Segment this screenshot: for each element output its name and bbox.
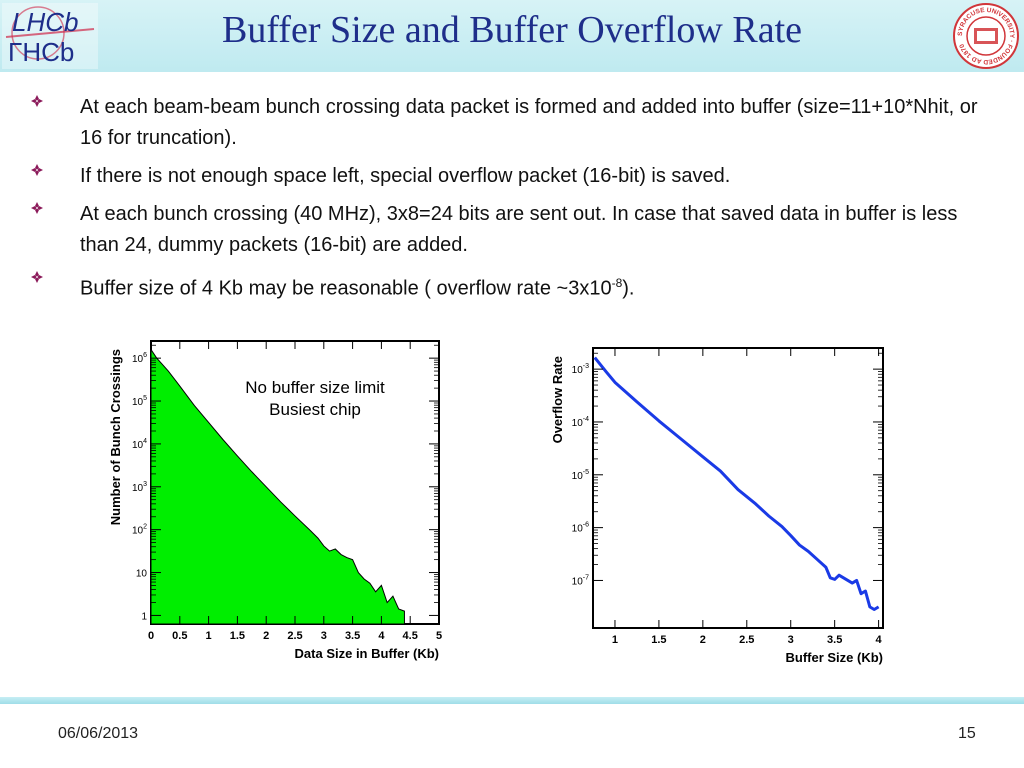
x-tick-label: 5 bbox=[436, 630, 442, 642]
bullet-text: At each bunch crossing (40 MHz), 3x8=24 … bbox=[80, 203, 958, 256]
y-tick-label: 10-6 bbox=[572, 522, 589, 535]
bullet-superscript: -8 bbox=[611, 276, 623, 290]
y-tick-label-exponent: -6 bbox=[583, 522, 589, 529]
y-tick-label-exponent: 6 bbox=[143, 352, 147, 359]
y-tick-label-base: 10 bbox=[132, 397, 144, 408]
bullet-text-end: ). bbox=[622, 277, 635, 300]
lhcb-logo-text: LHCb bbox=[12, 7, 78, 37]
x-axis-label: Data Size in Buffer (Kb) bbox=[295, 646, 439, 661]
y-tick-label-base: 1 bbox=[141, 611, 147, 622]
x-tick-label: 0 bbox=[148, 630, 154, 642]
y-tick-label-exponent: 4 bbox=[143, 438, 147, 445]
y-tick-label-base: 10 bbox=[132, 526, 144, 537]
x-tick-label: 0.5 bbox=[172, 630, 187, 642]
x-tick-label: 4 bbox=[378, 630, 385, 642]
x-tick-label: 3.5 bbox=[827, 634, 842, 646]
bullet-list: At each beam-beam bunch crossing data pa… bbox=[30, 92, 990, 312]
x-tick-label: 1 bbox=[206, 630, 212, 642]
y-tick-label: 10-3 bbox=[572, 363, 589, 376]
y-tick-label: 10-7 bbox=[572, 574, 589, 587]
bullet-item: If there is not enough space left, speci… bbox=[30, 161, 990, 192]
y-tick-label: 1 bbox=[141, 611, 147, 622]
y-tick-label-base: 10 bbox=[572, 471, 584, 482]
footer-date: 06/06/2013 bbox=[58, 725, 139, 742]
y-tick-label: 10-4 bbox=[572, 416, 589, 429]
bullet-item: Buffer size of 4 Kb may be reasonable ( … bbox=[30, 268, 990, 305]
y-tick-label: 10-5 bbox=[572, 469, 589, 482]
y-tick-label-exponent: 5 bbox=[143, 395, 147, 402]
x-tick-label: 1 bbox=[612, 634, 618, 646]
diamond-bullet-icon bbox=[31, 95, 43, 107]
y-tick-label-exponent: -4 bbox=[583, 416, 589, 423]
chart-annotation: Busiest chip bbox=[269, 400, 361, 419]
bullet-item: At each beam-beam bunch crossing data pa… bbox=[30, 92, 990, 154]
x-tick-label: 4.5 bbox=[403, 630, 418, 642]
x-tick-label: 2.5 bbox=[287, 630, 302, 642]
footer-bar bbox=[0, 697, 1024, 704]
y-tick-label-base: 10 bbox=[572, 576, 584, 587]
x-tick-label: 3 bbox=[321, 630, 327, 642]
y-tick-label-base: 10 bbox=[572, 418, 584, 429]
y-tick-label: 10 bbox=[136, 569, 148, 580]
y-tick-label-base: 10 bbox=[572, 524, 584, 535]
y-tick-label-exponent: -7 bbox=[583, 574, 589, 581]
x-tick-label: 1.5 bbox=[651, 634, 666, 646]
diamond-bullet-icon bbox=[31, 271, 43, 283]
bullet-text: Buffer size of 4 Kb may be reasonable ( … bbox=[80, 268, 990, 305]
overflow-rate-line bbox=[593, 356, 880, 612]
y-tick-label: 105 bbox=[132, 395, 147, 408]
page-number: 15 bbox=[958, 725, 976, 742]
y-tick-label: 104 bbox=[132, 438, 147, 451]
bullet-text: If there is not enough space left, speci… bbox=[80, 165, 731, 187]
y-tick-label-exponent: 3 bbox=[143, 481, 147, 488]
y-tick-label-exponent: -5 bbox=[583, 469, 589, 476]
y-tick-label-base: 10 bbox=[132, 483, 144, 494]
x-tick-label: 2 bbox=[700, 634, 706, 646]
y-tick-label-base: 10 bbox=[572, 365, 584, 376]
bullet-text-main: Buffer size of 4 Kb may be reasonable ( … bbox=[80, 277, 612, 300]
y-tick-label-base: 10 bbox=[132, 354, 144, 365]
y-axis-label: Overflow Rate bbox=[550, 356, 565, 443]
x-tick-label: 2 bbox=[263, 630, 269, 642]
x-tick-label: 1.5 bbox=[230, 630, 245, 642]
y-tick-label-base: 10 bbox=[132, 440, 144, 451]
x-tick-label: 4 bbox=[876, 634, 883, 646]
title-bar: LHCb ΓHCb Buffer Size and Buffer Overflo… bbox=[0, 0, 1024, 72]
y-tick-label: 106 bbox=[132, 352, 147, 365]
y-axis-label: Number of Bunch Crossings bbox=[108, 349, 123, 525]
x-tick-label: 3 bbox=[788, 634, 794, 646]
bullet-item: At each bunch crossing (40 MHz), 3x8=24 … bbox=[30, 199, 990, 261]
histogram-area bbox=[150, 347, 405, 625]
overflow-rate-chart: 1 1.5 2 2.5 3 3.5 410-710-610-510-410-3Buffer … bbox=[550, 347, 884, 665]
y-tick-label-exponent: 2 bbox=[143, 524, 147, 531]
y-tick-label-exponent: -3 bbox=[583, 363, 589, 370]
lhcb-logo: LHCb ΓHCb bbox=[2, 3, 98, 69]
x-axis-label: Buffer Size (Kb) bbox=[786, 650, 884, 665]
y-tick-label-base: 10 bbox=[136, 569, 148, 580]
page-title: Buffer Size and Buffer Overflow Rate bbox=[221, 9, 803, 51]
x-tick-label: 2.5 bbox=[739, 634, 754, 646]
diamond-bullet-icon bbox=[31, 202, 43, 214]
chart-annotation: No buffer size limit bbox=[245, 378, 385, 397]
lhcb-logo-text-mirror: ΓHCb bbox=[8, 37, 74, 67]
syracuse-university-seal: SYRACUSE UNIVERSITY · FOUNDED AD 1870 bbox=[953, 3, 1019, 69]
y-tick-label: 103 bbox=[132, 481, 147, 494]
x-tick-label: 3.5 bbox=[345, 630, 360, 642]
bullet-text: At each beam-beam bunch crossing data pa… bbox=[80, 96, 978, 149]
diamond-bullet-icon bbox=[31, 164, 43, 176]
bunch-crossings-histogram: 0 0.5 1 1.5 2 2.5 3 3.5 4 4.5 5110102103104105106D… bbox=[108, 340, 442, 661]
y-tick-label: 102 bbox=[132, 524, 147, 537]
